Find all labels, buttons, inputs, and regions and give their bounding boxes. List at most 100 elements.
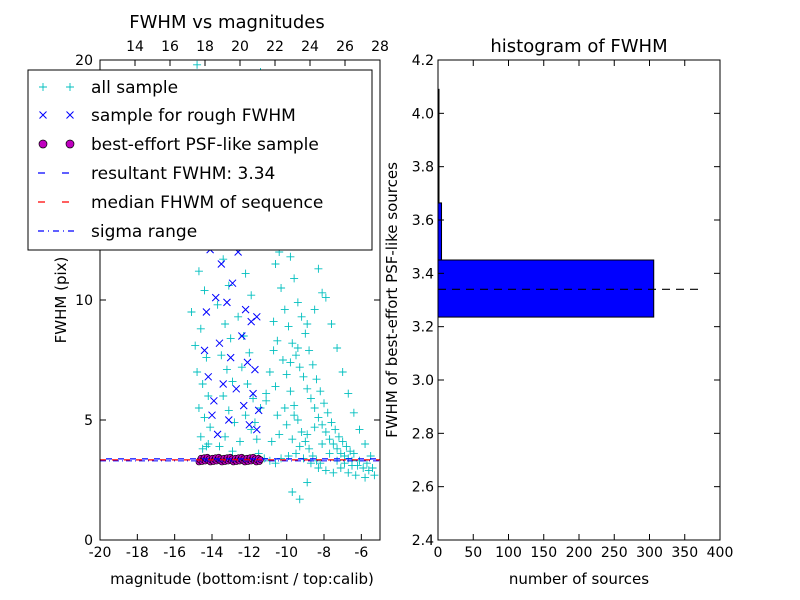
scatter-x-tick-label: -16: [163, 545, 186, 561]
scatter-x-tick-label: -20: [89, 545, 112, 561]
all-sample-point: [219, 392, 228, 400]
scatter-x-tick-label: -18: [126, 545, 149, 561]
all-sample-point: [361, 473, 370, 482]
all-sample-point: [297, 428, 306, 436]
all-sample-point: [327, 320, 336, 328]
all-sample-point: [262, 389, 271, 398]
all-sample-point: [236, 437, 244, 446]
all-sample-point: [286, 387, 295, 396]
all-sample-point: [316, 387, 325, 396]
rough-fwhm-point: [251, 365, 259, 374]
all-sample-point: [344, 468, 353, 477]
legend-label: all sample: [91, 78, 178, 98]
all-sample-point: [288, 488, 297, 496]
legend-label: best-effort PSF-like sample: [91, 135, 319, 155]
histogram-panel: 0 50 100 150 200 250 300 350 400 2.4 2.6 2.8 3.0 3.2 3…: [383, 36, 733, 588]
all-sample-point: [193, 368, 202, 376]
scatter-top-tick-label: 26: [336, 39, 354, 55]
all-sample-point: [292, 449, 300, 458]
all-sample-point: [202, 353, 211, 362]
all-sample-point: [351, 471, 360, 480]
histogram-x-tick-label: 100: [495, 545, 522, 561]
scatter-x-tick-label: -10: [275, 545, 298, 561]
scatter-x-tick-label: -12: [238, 545, 261, 561]
all-sample-point: [221, 432, 230, 441]
all-sample-point: [198, 444, 207, 453]
rough-fwhm-point: [208, 411, 216, 420]
scatter-x-tick-label: -14: [201, 545, 224, 561]
histogram-y-tick-label: 2.4: [412, 533, 434, 549]
all-sample-point: [293, 344, 302, 352]
all-sample-point: [327, 418, 336, 427]
all-sample-point: [368, 464, 377, 472]
all-sample-point: [362, 459, 371, 468]
legend-marker: [66, 111, 74, 119]
all-sample-point: [333, 444, 342, 453]
legend-label: resultant FWHM: 3.34: [91, 164, 275, 184]
histogram-y-tick-label: 3.0: [412, 373, 434, 389]
all-sample-point: [325, 449, 334, 458]
scatter-legend: all sample sample for rough FWHM best-effo…: [27, 69, 373, 251]
all-sample-point: [290, 411, 299, 420]
all-sample-point: [342, 442, 351, 451]
all-sample-point: [237, 363, 246, 372]
all-sample-point: [271, 260, 280, 268]
histogram-x-tick-label: 150: [530, 545, 557, 561]
histogram-title: histogram of FWHM: [490, 36, 667, 57]
scatter-ylabel: FWHM (pix): [52, 257, 70, 344]
rough-fwhm-point: [228, 279, 237, 288]
all-sample-point: [321, 428, 330, 436]
all-sample-point: [333, 344, 342, 352]
all-sample-point: [292, 351, 300, 360]
all-sample-point: [217, 351, 226, 360]
rough-fwhm-point: [238, 332, 246, 340]
rough-fwhm-point: [211, 293, 220, 302]
histogram-y-tick-label: 3.6: [412, 213, 434, 229]
all-sample-point: [284, 322, 293, 331]
legend-label: sample for rough FWHM: [91, 106, 296, 126]
all-sample-point: [286, 358, 295, 367]
scatter-top-tick-label: 22: [266, 39, 284, 55]
histogram-y-tick-label: 3.8: [412, 160, 434, 176]
all-sample-point: [224, 281, 233, 290]
all-sample-point: [329, 468, 338, 477]
histogram-x-tick-label: 0: [434, 545, 443, 561]
all-sample-point: [334, 432, 343, 441]
all-sample-point: [194, 267, 203, 276]
histogram-y-tick-label: 3.4: [412, 266, 434, 282]
all-sample-point: [305, 444, 314, 453]
histogram-y-tick-label: 3.2: [412, 320, 434, 336]
all-sample-point: [221, 320, 230, 328]
all-sample-point: [204, 392, 213, 400]
all-sample-point: [206, 423, 215, 432]
all-sample-point: [310, 404, 319, 412]
all-sample-point: [273, 336, 282, 345]
all-sample-point: [241, 269, 250, 278]
all-sample-point: [213, 300, 222, 309]
legend-label: sigma range: [91, 222, 197, 242]
all-sample-point: [306, 394, 315, 403]
rough-fwhm-point: [241, 305, 250, 314]
all-sample-point: [241, 411, 250, 420]
all-sample-point: [193, 60, 202, 69]
histogram-x-tick-label: 400: [707, 545, 734, 561]
all-sample-point: [361, 440, 370, 448]
all-sample-point: [224, 406, 233, 415]
rough-fwhm-point: [219, 380, 228, 388]
scatter-xlabel: magnitude (bottom:isnt / top:calib): [110, 570, 374, 588]
all-sample-point: [355, 425, 364, 434]
all-sample-point: [329, 440, 338, 448]
legend-marker: [39, 111, 47, 119]
rough-fwhm-point: [200, 346, 209, 355]
all-sample-point: [338, 437, 347, 446]
histogram-bars: [437, 88, 699, 318]
all-sample-point: [348, 461, 356, 470]
scatter-top-tick-label: 28: [371, 39, 389, 55]
all-sample-point: [288, 435, 297, 444]
all-sample-point: [301, 437, 310, 446]
scatter-x-tick-label: -8: [317, 545, 331, 561]
all-sample-point: [187, 308, 196, 316]
legend-label: median FHWM of sequence: [91, 193, 323, 213]
rough-fwhm-point: [245, 420, 254, 429]
